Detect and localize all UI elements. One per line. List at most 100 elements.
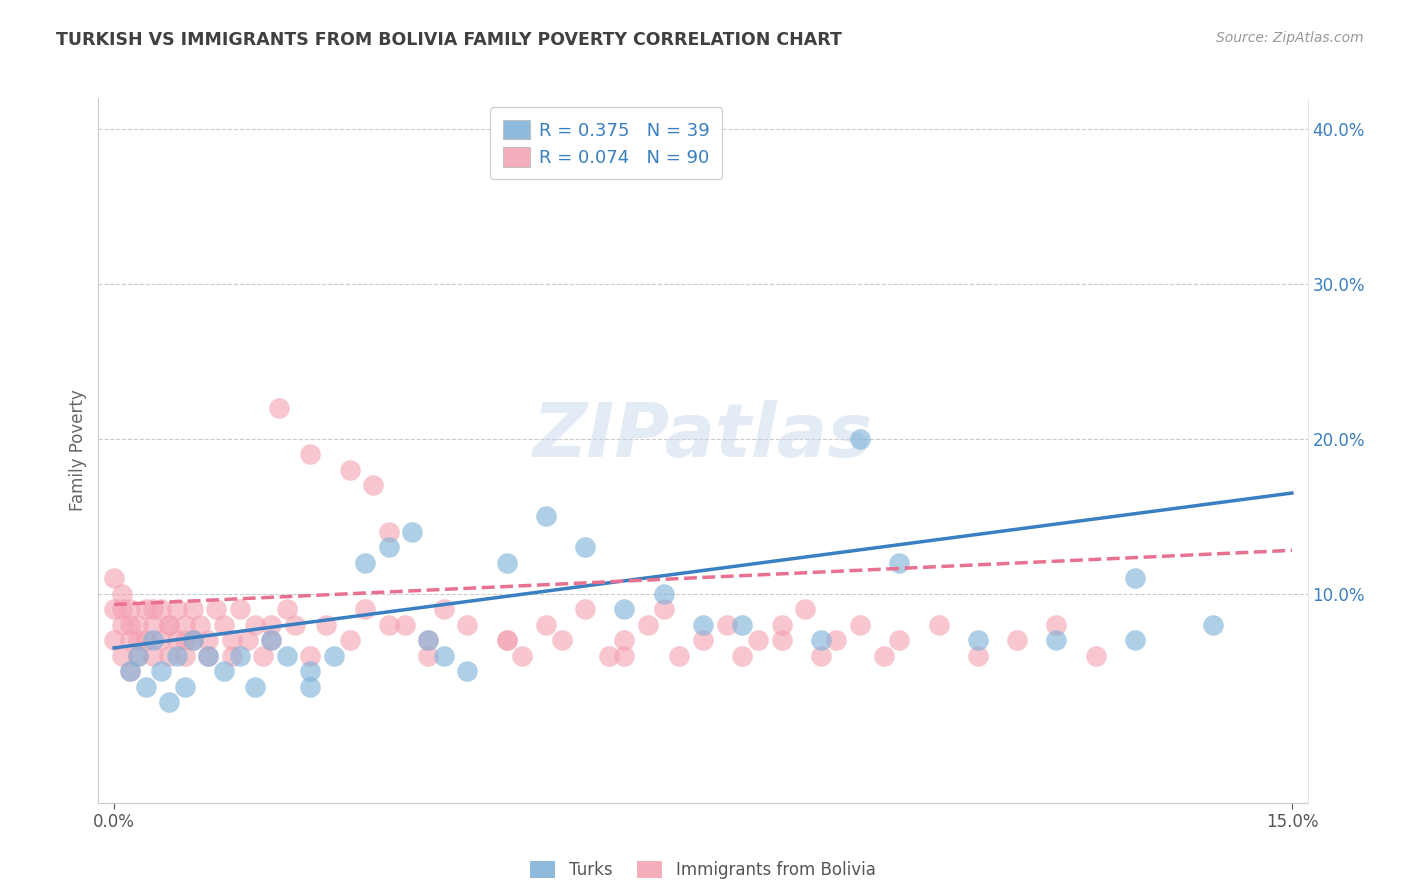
Point xyxy=(1005,633,1028,648)
Point xyxy=(716,617,738,632)
Point xyxy=(157,648,180,663)
Point xyxy=(613,648,636,663)
Point xyxy=(127,633,149,648)
Point xyxy=(205,602,228,616)
Point xyxy=(747,633,769,648)
Point xyxy=(770,617,793,632)
Point xyxy=(849,432,872,446)
Point xyxy=(825,633,848,648)
Point xyxy=(928,617,950,632)
Point xyxy=(267,401,290,415)
Point xyxy=(118,617,141,632)
Point xyxy=(512,648,534,663)
Point xyxy=(190,617,212,632)
Point xyxy=(770,633,793,648)
Point xyxy=(181,633,204,648)
Point xyxy=(692,633,714,648)
Point xyxy=(284,617,307,632)
Point xyxy=(378,541,401,555)
Point xyxy=(197,648,219,663)
Point xyxy=(731,617,754,632)
Text: ZIPatlas: ZIPatlas xyxy=(533,400,873,473)
Point xyxy=(495,633,517,648)
Point xyxy=(135,680,157,694)
Point xyxy=(889,633,911,648)
Point xyxy=(361,478,384,492)
Point xyxy=(181,633,204,648)
Point xyxy=(111,617,134,632)
Point xyxy=(418,648,440,663)
Point xyxy=(315,617,337,632)
Point xyxy=(118,664,141,678)
Point xyxy=(323,648,346,663)
Point xyxy=(652,602,675,616)
Point xyxy=(166,633,188,648)
Point xyxy=(495,556,517,570)
Point xyxy=(456,617,478,632)
Point xyxy=(142,617,165,632)
Point xyxy=(157,695,180,709)
Point xyxy=(299,664,322,678)
Text: TURKISH VS IMMIGRANTS FROM BOLIVIA FAMILY POVERTY CORRELATION CHART: TURKISH VS IMMIGRANTS FROM BOLIVIA FAMIL… xyxy=(56,31,842,49)
Point xyxy=(221,633,243,648)
Point xyxy=(142,633,165,648)
Point xyxy=(150,664,173,678)
Point xyxy=(166,602,188,616)
Point xyxy=(252,648,274,663)
Point xyxy=(150,633,173,648)
Point xyxy=(598,648,620,663)
Point xyxy=(394,617,416,632)
Point xyxy=(135,602,157,616)
Point xyxy=(433,648,456,663)
Point xyxy=(173,633,195,648)
Point xyxy=(157,617,180,632)
Point xyxy=(534,509,557,524)
Point xyxy=(150,602,173,616)
Point xyxy=(495,633,517,648)
Point xyxy=(401,524,423,539)
Point xyxy=(276,602,298,616)
Point xyxy=(574,541,596,555)
Point xyxy=(276,648,298,663)
Point xyxy=(433,602,456,616)
Point xyxy=(173,648,195,663)
Point xyxy=(197,633,219,648)
Point xyxy=(613,602,636,616)
Point xyxy=(849,617,872,632)
Point xyxy=(118,664,141,678)
Point xyxy=(157,617,180,632)
Point xyxy=(354,556,377,570)
Point xyxy=(212,617,235,632)
Point xyxy=(245,680,267,694)
Point xyxy=(810,633,832,648)
Point xyxy=(418,633,440,648)
Point xyxy=(181,602,204,616)
Point xyxy=(127,648,149,663)
Point xyxy=(103,602,125,616)
Point xyxy=(534,617,557,632)
Point xyxy=(260,617,283,632)
Text: Source: ZipAtlas.com: Source: ZipAtlas.com xyxy=(1216,31,1364,45)
Point xyxy=(637,617,659,632)
Point xyxy=(889,556,911,570)
Point xyxy=(613,633,636,648)
Point xyxy=(212,664,235,678)
Point xyxy=(872,648,894,663)
Point xyxy=(118,602,141,616)
Point xyxy=(103,633,125,648)
Point xyxy=(142,602,165,616)
Point xyxy=(299,680,322,694)
Point xyxy=(103,571,125,585)
Point xyxy=(229,648,252,663)
Point xyxy=(418,633,440,648)
Point xyxy=(1045,633,1067,648)
Point xyxy=(173,680,195,694)
Point xyxy=(245,617,267,632)
Point xyxy=(339,463,361,477)
Point xyxy=(810,648,832,663)
Point xyxy=(378,617,401,632)
Point xyxy=(111,602,134,616)
Point xyxy=(574,602,596,616)
Point xyxy=(111,587,134,601)
Point xyxy=(229,602,252,616)
